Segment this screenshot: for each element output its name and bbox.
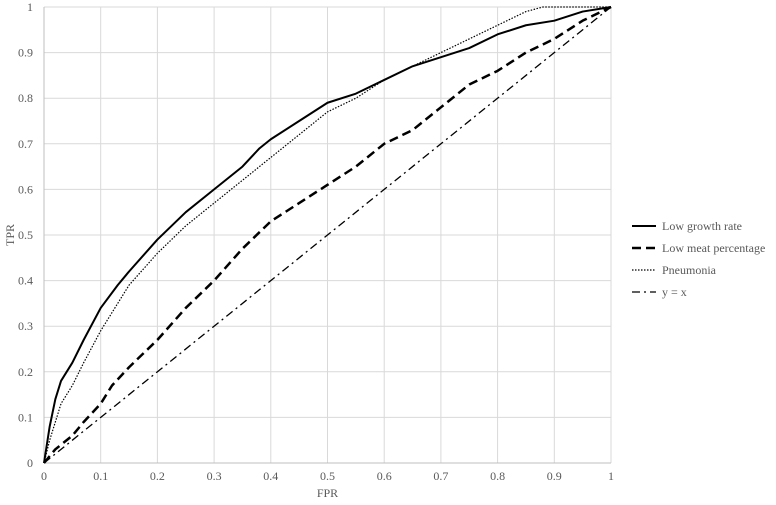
x-tick-label: 0.8 [490,469,505,483]
y-tick-label: 0.6 [18,182,33,196]
x-tick-label: 0.1 [93,469,108,483]
legend-label: Pneumonia [662,263,717,277]
y-tick-label: 0.1 [18,410,33,424]
x-tick-label: 0 [41,469,47,483]
tick-labels: 0 0.1 0.2 0.3 0.4 0.5 0.6 0.7 0.8 0.9 1 0 0.1 0.2 0.3 0… [18,0,614,483]
series-lines [43,5,612,464]
x-tick-label: 0.3 [207,469,222,483]
legend: Low growth rate Low meat percentage Pneumo… [632,219,765,299]
series-line-y-x [43,6,612,464]
x-tick-label: 1 [608,469,614,483]
series-line-low-growth-rate [43,6,612,464]
gridlines [44,6,612,463]
y-tick-label: 0.8 [18,91,33,105]
y-tick-label: 0.2 [18,365,33,379]
y-tick-label: 0.7 [18,137,33,151]
y-axis-label: TPR [3,224,17,246]
y-tick-label: 1 [27,0,33,14]
x-tick-label: 0.5 [320,469,335,483]
y-tick-label: 0.4 [18,274,33,288]
legend-label: y = x [662,285,687,299]
x-tick-label: 0.7 [433,469,448,483]
x-tick-label: 0.6 [377,469,392,483]
y-tick-label: 0.9 [18,46,33,60]
y-tick-label: 0.3 [18,319,33,333]
legend-label: Low meat percentage [662,241,765,255]
y-tick-label: 0 [27,456,33,470]
series-line-low-meat-percentage [43,5,612,464]
x-axis-label: FPR [317,486,338,500]
axes [43,7,611,464]
x-tick-label: 0.4 [263,469,278,483]
x-tick-label: 0.2 [150,469,165,483]
legend-label: Low growth rate [662,219,742,233]
y-tick-label: 0.5 [18,228,33,242]
x-tick-label: 0.9 [547,469,562,483]
